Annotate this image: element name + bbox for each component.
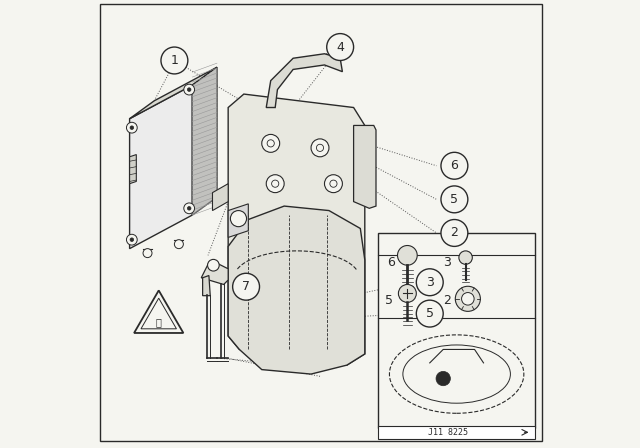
Circle shape <box>188 207 191 210</box>
Text: 3: 3 <box>426 276 434 289</box>
Polygon shape <box>228 204 248 237</box>
Circle shape <box>127 122 137 133</box>
Circle shape <box>398 284 417 302</box>
Circle shape <box>188 88 191 91</box>
Text: 7: 7 <box>242 280 250 293</box>
Circle shape <box>174 240 184 249</box>
Circle shape <box>130 238 134 241</box>
Text: 2: 2 <box>443 293 451 307</box>
Polygon shape <box>203 276 210 296</box>
Polygon shape <box>130 67 217 119</box>
Text: ✋: ✋ <box>156 318 162 327</box>
Polygon shape <box>228 206 365 374</box>
Circle shape <box>207 259 220 271</box>
Polygon shape <box>134 290 184 333</box>
Text: 6: 6 <box>387 256 395 270</box>
Circle shape <box>417 269 443 296</box>
Text: 1: 1 <box>170 54 179 67</box>
Text: 5: 5 <box>451 193 458 206</box>
Text: 5: 5 <box>385 293 393 307</box>
Polygon shape <box>202 262 228 284</box>
Bar <box>378 426 535 439</box>
Circle shape <box>130 126 134 129</box>
Polygon shape <box>266 54 342 108</box>
Circle shape <box>311 139 329 157</box>
Circle shape <box>441 186 468 213</box>
Circle shape <box>397 246 417 265</box>
Circle shape <box>459 251 472 264</box>
Circle shape <box>324 175 342 193</box>
Polygon shape <box>130 155 136 184</box>
Text: 2: 2 <box>451 226 458 240</box>
Circle shape <box>184 203 195 214</box>
Circle shape <box>417 300 443 327</box>
Circle shape <box>436 371 451 386</box>
Circle shape <box>161 47 188 74</box>
Text: 4: 4 <box>336 40 344 54</box>
Circle shape <box>455 286 481 311</box>
Text: J11 8225: J11 8225 <box>428 428 468 437</box>
Ellipse shape <box>389 335 524 413</box>
Circle shape <box>461 293 474 305</box>
Text: 6: 6 <box>451 159 458 172</box>
Circle shape <box>127 234 137 245</box>
Polygon shape <box>130 85 192 249</box>
Ellipse shape <box>403 345 511 403</box>
Circle shape <box>441 152 468 179</box>
Circle shape <box>184 84 195 95</box>
Text: 5: 5 <box>426 307 434 320</box>
Polygon shape <box>192 67 217 215</box>
Circle shape <box>441 220 468 246</box>
Polygon shape <box>353 125 376 208</box>
Circle shape <box>327 34 354 60</box>
Circle shape <box>143 249 152 258</box>
Polygon shape <box>228 94 365 365</box>
Circle shape <box>262 134 280 152</box>
Text: 3: 3 <box>443 256 451 270</box>
Bar <box>378 233 535 428</box>
Circle shape <box>233 273 260 300</box>
Circle shape <box>266 175 284 193</box>
Polygon shape <box>212 184 228 211</box>
Circle shape <box>230 211 246 227</box>
